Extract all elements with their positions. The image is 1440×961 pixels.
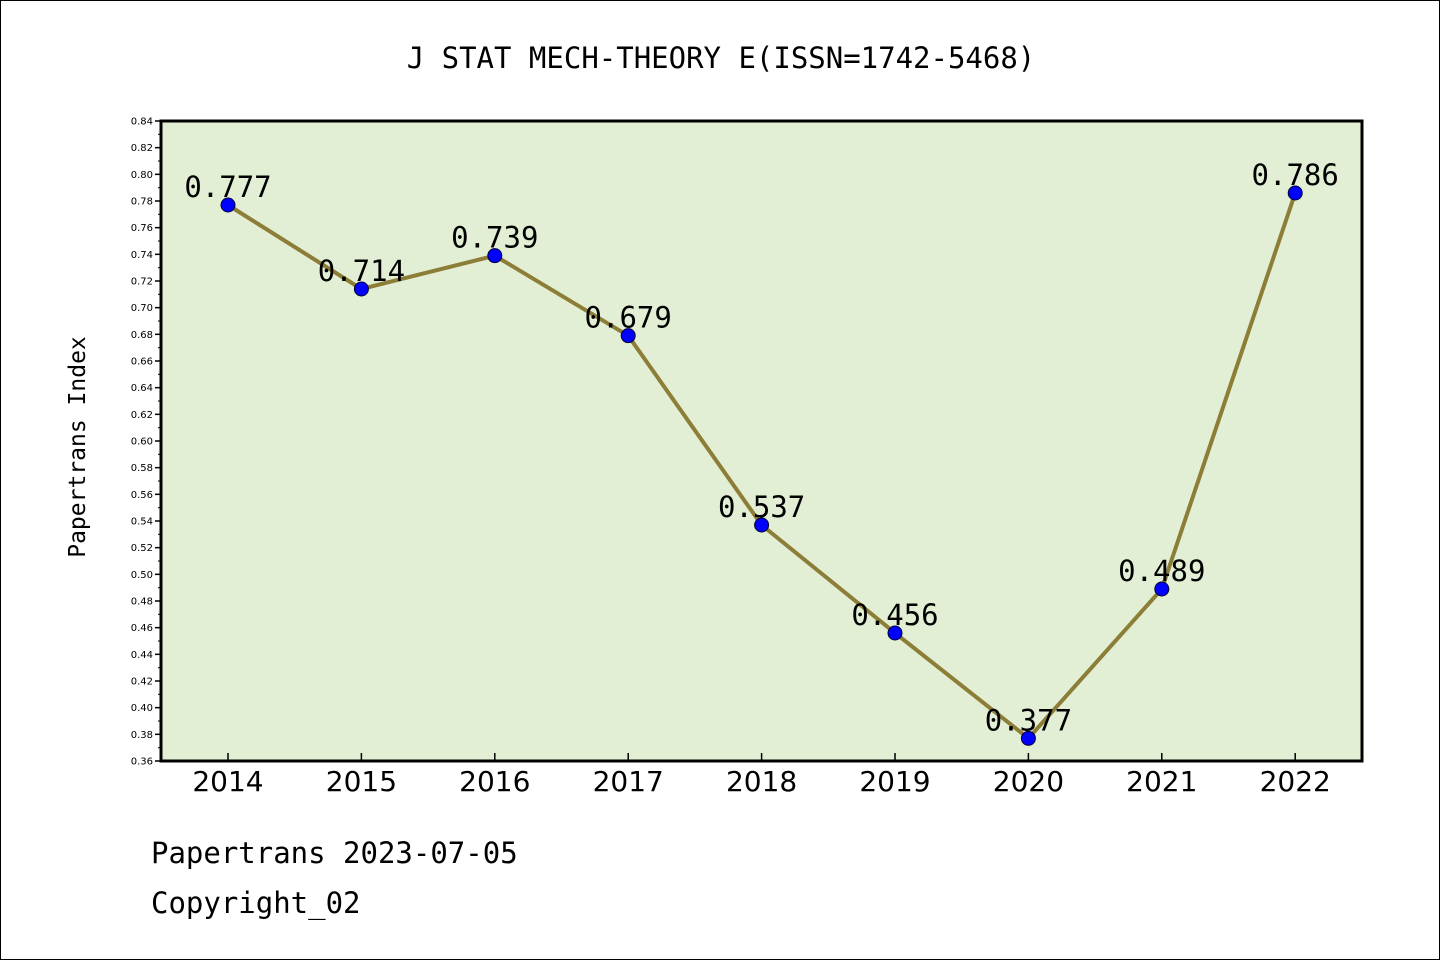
footer-date-line: Papertrans 2023-07-05: [151, 836, 518, 870]
data-point: [887, 625, 903, 641]
x-axis: 2014 2015 2016 2017 2018 2019 2020 2021 2022: [192, 753, 1331, 798]
plot-area: [159, 119, 1364, 763]
series-layer: [220, 185, 1303, 746]
y-tick-label: 0.52: [131, 543, 153, 554]
x-tick-label: 2018: [726, 765, 797, 798]
y-tick-label: 0.42: [131, 677, 153, 688]
y-tick-label: 0.54: [131, 517, 153, 528]
y-tick-label: 0.82: [131, 143, 153, 154]
x-tick-label: 2017: [593, 765, 664, 798]
y-tick-label: 0.72: [131, 277, 153, 288]
y-tick-label: 0.36: [131, 757, 153, 768]
footer-copyright: Copyright_02: [151, 886, 361, 920]
y-tick-label: 0.46: [131, 623, 153, 634]
y-tick-label: 0.74: [131, 250, 153, 261]
x-tick-label: 2020: [993, 765, 1064, 798]
x-tick-label: 2014: [192, 765, 263, 798]
data-point: [220, 197, 236, 213]
y-tick-label: 0.50: [131, 570, 153, 581]
data-point: [1020, 730, 1036, 746]
x-tick-label: 2016: [459, 765, 530, 798]
data-point: [353, 281, 369, 297]
data-label: 0.777: [184, 170, 271, 204]
y-tick-label: 0.48: [131, 597, 153, 608]
data-point: [1154, 581, 1170, 597]
y-tick-label: 0.64: [131, 383, 153, 394]
y-tick-label: 0.68: [131, 330, 153, 341]
data-label: 0.739: [451, 221, 538, 255]
data-point: [487, 248, 503, 264]
y-tick-label: 0.78: [131, 197, 153, 208]
data-label: 0.679: [585, 301, 672, 335]
y-tick-label: 0.80: [131, 170, 153, 181]
data-labels: 0.777 0.714 0.739 0.679 0.537 0.456 0.377 0.489…: [184, 158, 1339, 737]
data-label: 0.786: [1252, 158, 1339, 192]
y-tick-label: 0.40: [131, 703, 153, 714]
data-label: 0.377: [985, 703, 1072, 737]
data-label: 0.714: [318, 254, 405, 288]
chart-title: J STAT MECH-THEORY E(ISSN=1742-5468): [407, 41, 1036, 75]
y-tick-label: 0.70: [131, 303, 153, 314]
data-label: 0.537: [718, 490, 805, 524]
y-axis: 0.36 0.38 0.40 0.42 0.44 0.46 0.48 0.50 0.52 0.54…: [131, 117, 161, 768]
y-tick-label: 0.76: [131, 223, 153, 234]
y-tick-label: 0.58: [131, 463, 153, 474]
x-tick-label: 2015: [326, 765, 397, 798]
data-label: 0.456: [851, 598, 938, 632]
data-label: 0.489: [1118, 554, 1205, 588]
y-axis-label: Papertrans Index: [65, 336, 91, 558]
x-tick-label: 2019: [859, 765, 930, 798]
y-tick-label: 0.66: [131, 357, 153, 368]
data-point: [754, 517, 770, 533]
x-tick-label: 2021: [1126, 765, 1197, 798]
y-tick-label: 0.84: [131, 117, 153, 128]
data-point: [1287, 185, 1303, 201]
data-point: [620, 328, 636, 344]
y-tick-label: 0.44: [131, 650, 153, 661]
y-tick-label: 0.62: [131, 410, 153, 421]
x-tick-label: 2022: [1260, 765, 1331, 798]
y-tick-label: 0.60: [131, 437, 153, 448]
y-tick-label: 0.38: [131, 730, 153, 741]
y-tick-label: 0.56: [131, 490, 153, 501]
